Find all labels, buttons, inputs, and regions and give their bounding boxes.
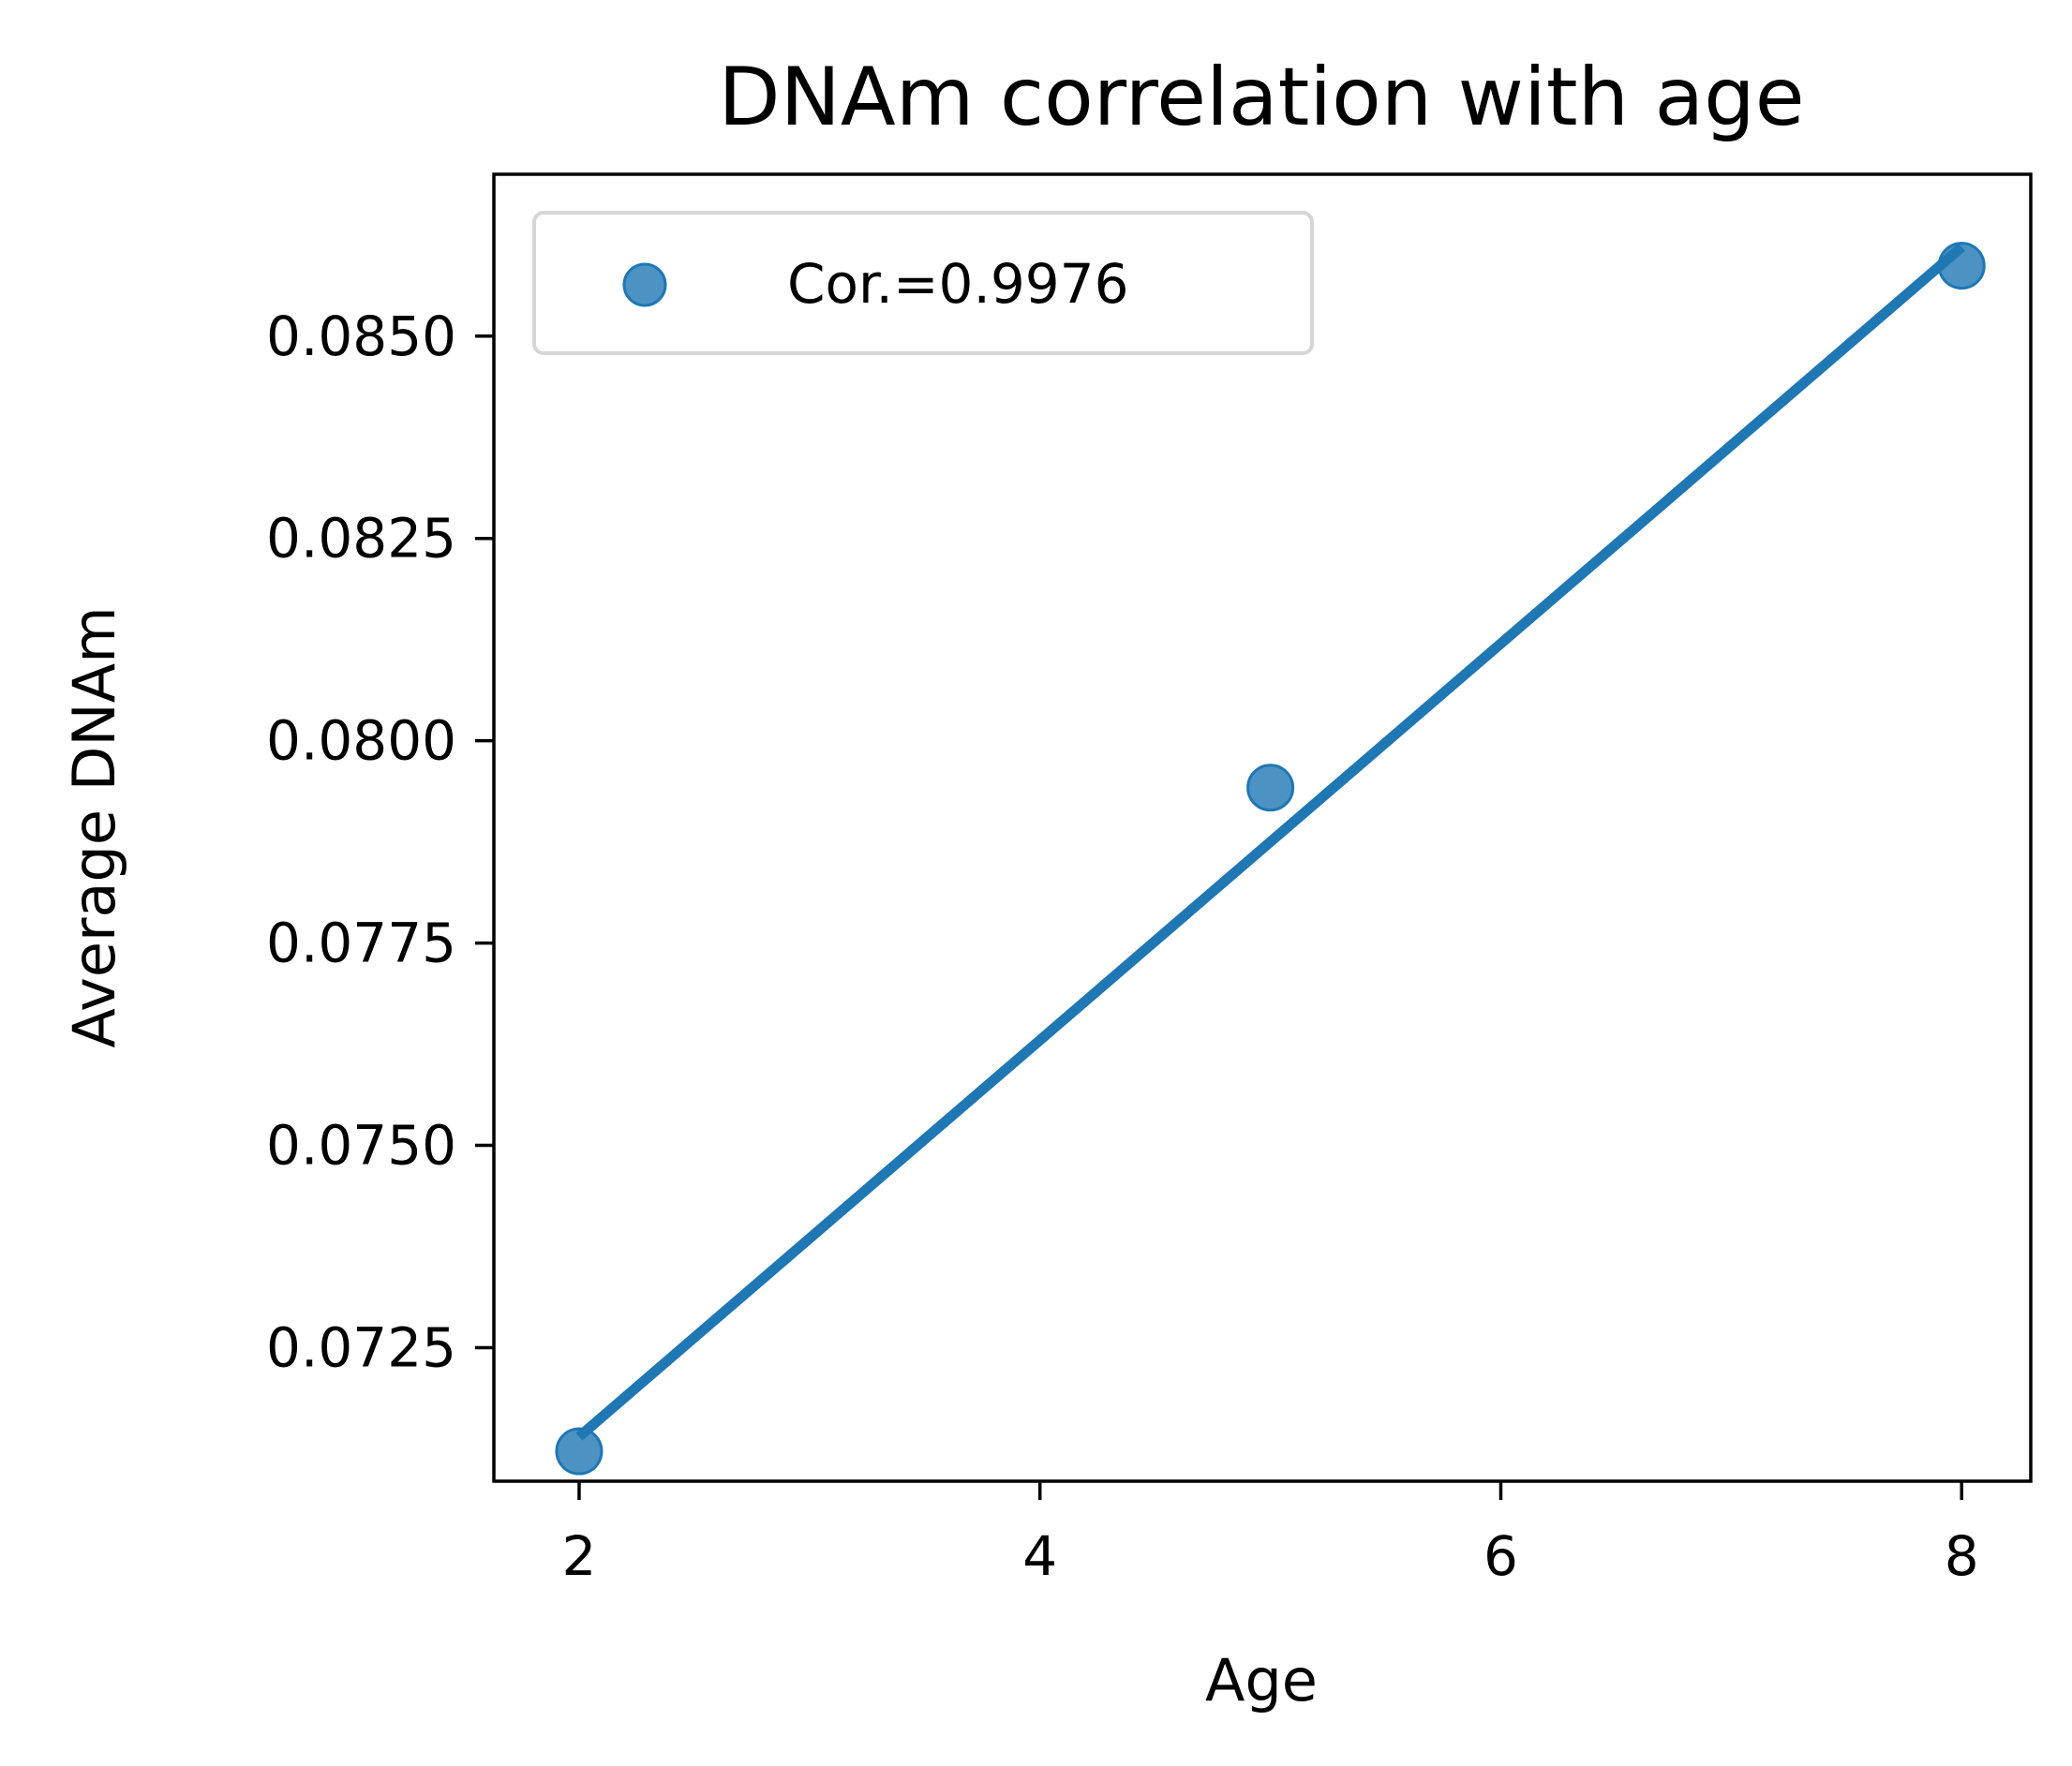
chart-title: DNAm correlation with age bbox=[718, 51, 1804, 144]
legend-label: Cor.=0.9976 bbox=[787, 252, 1128, 316]
y-axis-label: Average DNAm bbox=[60, 606, 128, 1047]
x-tick-label: 6 bbox=[1483, 1524, 1518, 1588]
y-tick-label: 0.0750 bbox=[266, 1114, 456, 1178]
y-tick-label: 0.0775 bbox=[266, 912, 456, 975]
x-tick-label: 8 bbox=[1945, 1524, 1979, 1588]
axes-frame bbox=[492, 172, 2033, 1483]
scatter-point bbox=[1246, 764, 1295, 812]
scatter-point bbox=[1937, 242, 1986, 290]
legend-box bbox=[532, 211, 1314, 355]
y-axis: 0.0725 0.0750 0.0775 0.0800 0.0825 0.0850 bbox=[266, 304, 494, 1379]
regression-line bbox=[575, 243, 1965, 1441]
y-tick-label: 0.0825 bbox=[266, 507, 456, 571]
legend: Cor.=0.9976 bbox=[532, 211, 1314, 355]
plot-area bbox=[492, 172, 2033, 1483]
x-tick-label: 2 bbox=[562, 1524, 597, 1588]
legend-marker bbox=[622, 262, 667, 307]
x-axis-label: Age bbox=[1205, 1646, 1318, 1714]
x-axis: 2 4 6 8 bbox=[562, 1481, 1979, 1588]
y-tick-label: 0.0850 bbox=[266, 304, 456, 368]
y-tick-label: 0.0800 bbox=[266, 709, 456, 773]
x-tick-label: 4 bbox=[1022, 1524, 1057, 1588]
series-layer bbox=[555, 242, 1986, 1476]
y-tick-label: 0.0725 bbox=[266, 1315, 456, 1379]
scatter-point bbox=[555, 1427, 604, 1476]
